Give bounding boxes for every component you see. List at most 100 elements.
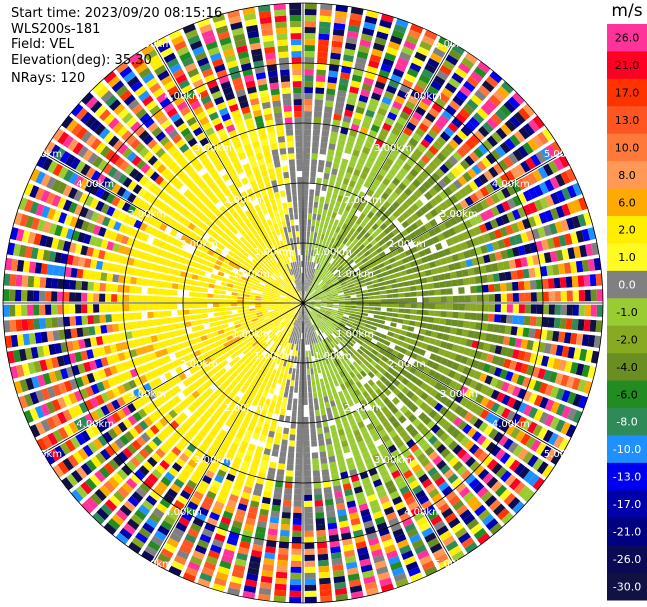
velocity-gate bbox=[422, 180, 432, 190]
velocity-gate bbox=[250, 315, 258, 320]
velocity-gate bbox=[328, 283, 335, 288]
velocity-gate bbox=[366, 317, 374, 322]
velocity-gate bbox=[463, 320, 470, 329]
velocity-gate bbox=[339, 279, 346, 284]
velocity-gate bbox=[247, 376, 254, 384]
velocity-gate bbox=[35, 203, 45, 217]
velocity-gate bbox=[466, 518, 480, 531]
velocity-gate bbox=[424, 375, 433, 384]
velocity-gate bbox=[497, 85, 510, 99]
velocity-gate bbox=[344, 381, 351, 389]
velocity-gate bbox=[283, 320, 288, 327]
velocity-gate bbox=[189, 297, 196, 303]
velocity-gate bbox=[275, 289, 282, 294]
velocity-gate bbox=[349, 585, 363, 594]
velocity-gate bbox=[291, 325, 295, 331]
velocity-gate bbox=[299, 314, 302, 321]
velocity-gate bbox=[275, 312, 282, 317]
velocity-gate bbox=[171, 462, 183, 473]
velocity-gate bbox=[389, 490, 400, 500]
velocity-gate bbox=[340, 281, 347, 286]
velocity-gate bbox=[243, 303, 250, 306]
velocity-gate bbox=[529, 353, 538, 364]
velocity-gate bbox=[233, 320, 241, 325]
velocity-gate bbox=[116, 468, 128, 481]
velocity-gate bbox=[324, 331, 330, 337]
velocity-gate bbox=[483, 170, 494, 181]
velocity-gate bbox=[442, 265, 450, 273]
velocity-gate bbox=[331, 387, 337, 395]
velocity-gate bbox=[219, 415, 228, 424]
velocity-gate bbox=[282, 433, 289, 441]
velocity-gate bbox=[301, 327, 303, 333]
velocity-gate bbox=[187, 459, 198, 469]
velocity-gate bbox=[304, 308, 308, 315]
velocity-gate bbox=[581, 259, 590, 272]
velocity-gate bbox=[152, 238, 161, 247]
velocity-gate bbox=[360, 564, 373, 573]
velocity-gate bbox=[292, 530, 302, 537]
velocity-gate bbox=[308, 249, 312, 256]
velocity-gate bbox=[340, 215, 347, 223]
velocity-gate bbox=[171, 359, 180, 368]
velocity-gate bbox=[220, 315, 227, 320]
velocity-gate bbox=[463, 347, 471, 356]
velocity-gate bbox=[218, 429, 228, 438]
velocity-gate bbox=[333, 261, 339, 268]
velocity-gate bbox=[458, 532, 471, 544]
velocity-gate bbox=[342, 271, 349, 277]
velocity-gate bbox=[119, 504, 132, 517]
velocity-gate bbox=[316, 287, 322, 292]
velocity-gate bbox=[202, 340, 210, 347]
velocity-gate bbox=[296, 362, 300, 369]
velocity-gate bbox=[261, 267, 268, 273]
velocity-gate bbox=[400, 192, 409, 201]
velocity-gate bbox=[273, 328, 279, 334]
velocity-gate bbox=[272, 444, 280, 451]
velocity-gate bbox=[310, 281, 314, 287]
velocity-gate bbox=[467, 330, 475, 339]
velocity-gate bbox=[343, 263, 350, 269]
velocity-gate bbox=[233, 395, 241, 404]
velocity-gate bbox=[527, 454, 539, 468]
velocity-gate bbox=[340, 383, 347, 391]
velocity-gate bbox=[327, 185, 334, 193]
velocity-gate bbox=[351, 264, 359, 270]
velocity-gate bbox=[342, 388, 349, 396]
velocity-gate bbox=[384, 187, 393, 196]
velocity-gate bbox=[292, 518, 302, 525]
velocity-gate bbox=[333, 321, 340, 326]
velocity-gate bbox=[335, 273, 342, 279]
velocity-gate bbox=[266, 411, 273, 419]
velocity-gate bbox=[424, 431, 434, 441]
velocity-gate bbox=[540, 147, 552, 161]
velocity-gate bbox=[438, 273, 446, 281]
velocity-gate bbox=[385, 424, 394, 434]
velocity-gate bbox=[399, 84, 411, 94]
velocity-gate bbox=[255, 293, 262, 297]
velocity-gate bbox=[296, 326, 300, 333]
velocity-gate bbox=[367, 387, 375, 395]
velocity-gate bbox=[327, 249, 333, 257]
velocity-gate bbox=[446, 171, 457, 182]
velocity-gate bbox=[348, 378, 355, 386]
velocity-gate bbox=[308, 350, 312, 357]
velocity-gate bbox=[407, 501, 419, 511]
velocity-gate bbox=[398, 308, 405, 313]
velocity-gate bbox=[313, 123, 321, 130]
velocity-gate bbox=[315, 315, 320, 321]
velocity-gate bbox=[176, 495, 188, 505]
velocity-gate bbox=[376, 273, 383, 279]
velocity-gate bbox=[346, 432, 354, 440]
velocity-gate bbox=[129, 248, 138, 257]
velocity-gate bbox=[250, 418, 258, 426]
velocity-gate bbox=[427, 129, 438, 139]
velocity-gate bbox=[339, 164, 347, 172]
velocity-gate bbox=[312, 317, 317, 323]
velocity-gate bbox=[500, 123, 512, 136]
velocity-gate bbox=[434, 402, 444, 412]
velocity-gate bbox=[317, 313, 323, 318]
velocity-gate bbox=[440, 303, 447, 310]
velocity-gate bbox=[401, 324, 409, 331]
velocity-gate bbox=[315, 512, 325, 519]
